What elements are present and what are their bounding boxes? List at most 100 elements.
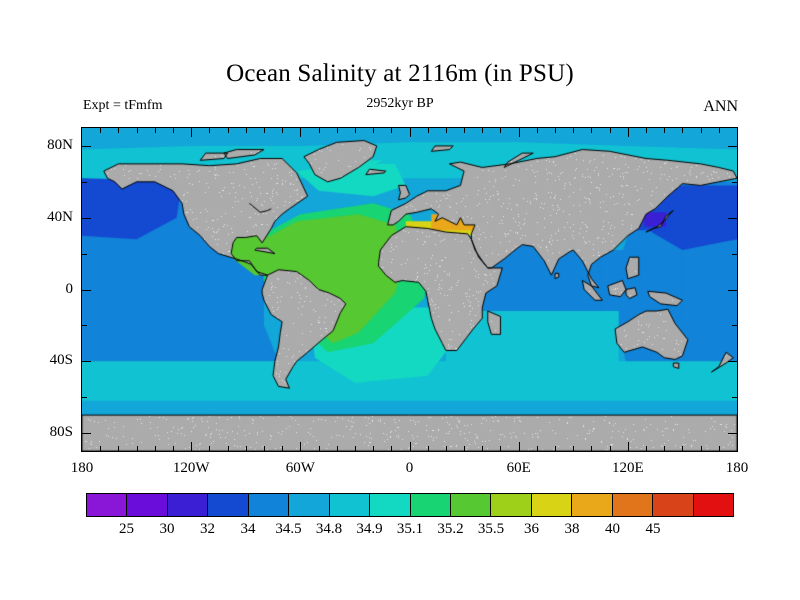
tick-mark [82, 254, 87, 255]
tick-mark [337, 128, 338, 133]
tick-mark [82, 325, 87, 326]
tick-mark [537, 446, 538, 451]
page-title: Ocean Salinity at 2116m (in PSU) [226, 60, 574, 87]
colorbar-swatch [289, 494, 330, 516]
tick-mark [209, 446, 210, 451]
colorbar-swatch [167, 494, 209, 516]
tick-mark [732, 325, 737, 326]
tick-mark [82, 182, 87, 183]
tick-mark [573, 446, 574, 451]
colorbar-tick-label: 35.1 [396, 521, 424, 537]
tick-mark [155, 128, 156, 133]
tick-mark [300, 128, 301, 137]
tick-mark [155, 446, 156, 451]
tick-mark [500, 446, 501, 451]
tick-mark [519, 128, 520, 137]
tick-mark [628, 128, 629, 137]
colorbar-tick-label: 32 [200, 521, 215, 537]
tick-mark [728, 218, 737, 219]
x-axis-tick-label: 60W [285, 460, 315, 476]
tick-mark [118, 128, 119, 133]
tick-mark [209, 128, 210, 133]
colorbar-swatch [127, 494, 168, 516]
tick-mark [82, 290, 91, 291]
y-axis-tick-label: 40N [47, 208, 73, 225]
tick-mark [391, 446, 392, 451]
tick-mark [264, 128, 265, 133]
x-axis-tick-label: 60E [506, 460, 531, 476]
colorbar-tick-label: 36 [524, 521, 539, 537]
tick-mark [228, 446, 229, 451]
y-axis-tick-label: 80S [49, 424, 73, 441]
tick-mark [82, 218, 91, 219]
tick-mark [446, 446, 447, 451]
tick-mark [246, 446, 247, 451]
tick-mark [264, 446, 265, 451]
tick-mark [191, 128, 192, 137]
colorbar-swatch [370, 494, 411, 516]
colorbar-swatch [87, 494, 128, 516]
tick-mark [573, 128, 574, 133]
tick-mark [282, 446, 283, 451]
tick-mark [664, 446, 665, 451]
colorbar-swatch [329, 494, 371, 516]
tick-mark [173, 128, 174, 133]
x-axis-tick-label: 0 [405, 460, 414, 476]
tick-mark [591, 446, 592, 451]
tick-mark [537, 128, 538, 133]
colorbar-swatch [612, 494, 654, 516]
y-axis-tick-label: 80N [47, 136, 73, 153]
tick-mark [701, 128, 702, 133]
colorbar-swatch [653, 494, 694, 516]
salinity-heatmap [82, 128, 737, 451]
tick-mark [628, 442, 629, 451]
tick-mark [191, 442, 192, 451]
tick-mark [100, 128, 101, 133]
tick-mark [728, 146, 737, 147]
tick-mark [464, 128, 465, 133]
tick-mark [446, 128, 447, 133]
tick-mark [682, 446, 683, 451]
colorbar-tick-label: 34.8 [315, 521, 343, 537]
tick-mark [482, 446, 483, 451]
colorbar-swatch [248, 494, 290, 516]
tick-mark [728, 361, 737, 362]
colorbar-tick-label: 34 [240, 521, 256, 537]
tick-mark [591, 128, 592, 133]
tick-mark [728, 433, 737, 434]
tick-mark [100, 446, 101, 451]
tick-mark [319, 446, 320, 451]
period-label: ANN [703, 98, 738, 115]
tick-mark [228, 128, 229, 133]
tick-mark [610, 128, 611, 133]
y-axis-tick-label: 0 [65, 280, 74, 297]
x-axis-tick-label: 120E [611, 460, 644, 476]
tick-mark [82, 397, 87, 398]
tick-mark [482, 128, 483, 133]
tick-mark [410, 128, 411, 137]
colorbar-tick-label: 34.5 [275, 521, 302, 537]
tick-mark [391, 128, 392, 133]
tick-mark [719, 128, 720, 133]
tick-mark [246, 128, 247, 133]
colorbar [86, 493, 734, 517]
tick-mark [555, 128, 556, 133]
tick-mark [137, 446, 138, 451]
colorbar-tick-label: 45 [645, 521, 661, 537]
tick-mark [719, 446, 720, 451]
experiment-label: Expt = tFmfm [83, 98, 163, 113]
tick-mark [137, 128, 138, 133]
colorbar-swatch [572, 494, 613, 516]
colorbar-tick-label: 25 [119, 521, 134, 537]
x-axis-tick-label: 180 [725, 460, 749, 476]
x-axis-tick-label: 120W [172, 460, 210, 476]
tick-mark [701, 446, 702, 451]
tick-mark [428, 128, 429, 133]
colorbar-swatch [450, 494, 492, 516]
tick-mark [319, 128, 320, 133]
tick-mark [373, 128, 374, 133]
colorbar-swatch [491, 494, 532, 516]
tick-mark [555, 446, 556, 451]
colorbar-swatch [410, 494, 451, 516]
tick-mark [464, 446, 465, 451]
